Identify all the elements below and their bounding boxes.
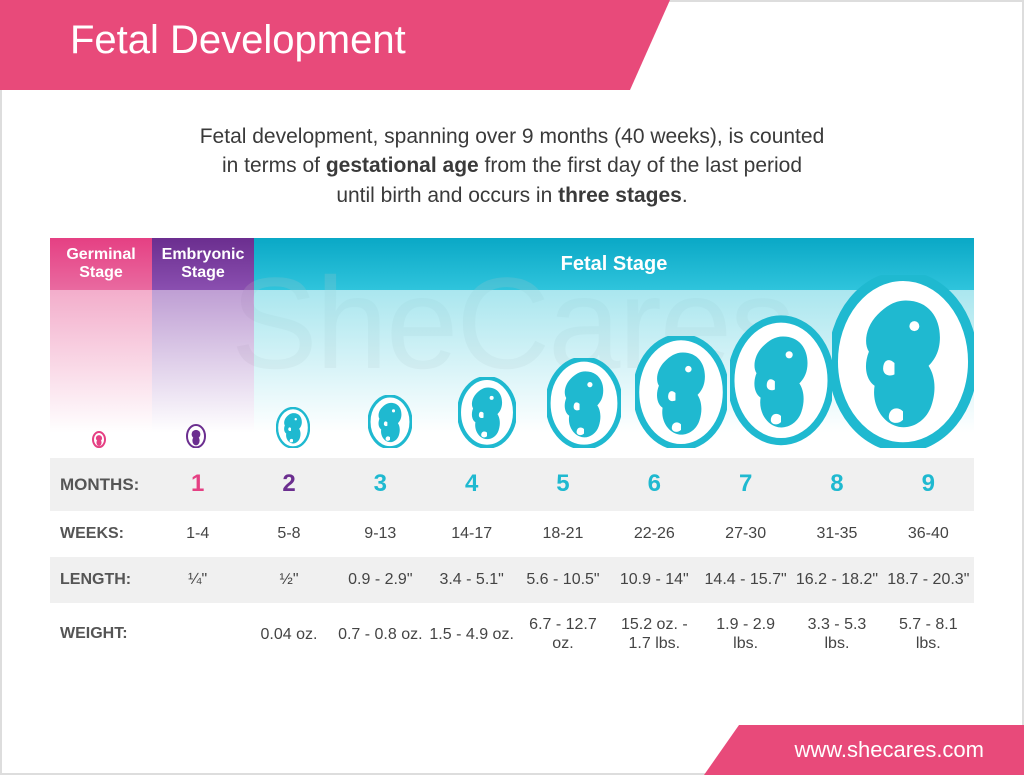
fetus-icon bbox=[832, 275, 974, 448]
length-cell: ½" bbox=[243, 558, 334, 601]
weeks-cell: 9-13 bbox=[335, 512, 426, 555]
length-cell: 3.4 - 5.1" bbox=[426, 558, 517, 601]
fetus-month-3 bbox=[244, 407, 341, 458]
weight-cell bbox=[152, 622, 243, 646]
weeks-cell: 5-8 bbox=[243, 512, 334, 555]
fetus-illustrations bbox=[50, 290, 974, 458]
fetus-icon bbox=[92, 431, 106, 448]
weight-cell: 3.3 - 5.3 lbs. bbox=[791, 603, 882, 665]
label-weight: WEIGHT: bbox=[50, 611, 152, 657]
length-cell: 10.9 - 14" bbox=[609, 558, 700, 601]
chart-area: SheCares Germinal Stage Embryonic Stage … bbox=[0, 238, 1024, 665]
fetus-icon bbox=[547, 358, 621, 448]
fetus-month-1 bbox=[50, 431, 147, 458]
length-cell: 5.6 - 10.5" bbox=[517, 558, 608, 601]
month-cell: 2 bbox=[243, 458, 334, 511]
month-cell: 8 bbox=[791, 458, 882, 511]
weight-cell: 5.7 - 8.1 lbs. bbox=[883, 603, 974, 665]
label-months: MONTHS: bbox=[50, 461, 152, 509]
weight-cell: 6.7 - 12.7 oz. bbox=[517, 603, 608, 665]
fetus-month-2 bbox=[147, 424, 244, 458]
fetus-month-6 bbox=[536, 358, 633, 458]
fetus-icon bbox=[368, 395, 412, 449]
data-table: MONTHS: 1 2 3 4 5 6 7 8 9 WEEKS: 1-4 5-8… bbox=[50, 458, 974, 665]
fetus-icon bbox=[730, 312, 832, 449]
weight-cell: 0.7 - 0.8 oz. bbox=[335, 613, 426, 656]
row-weight: WEIGHT: 0.04 oz. 0.7 - 0.8 oz. 1.5 - 4.9… bbox=[50, 603, 974, 665]
weight-cell: 15.2 oz. - 1.7 lbs. bbox=[609, 603, 700, 665]
month-cell: 1 bbox=[152, 458, 243, 511]
label-weeks: WEEKS: bbox=[50, 511, 152, 557]
page-title: Fetal Development bbox=[70, 18, 630, 63]
row-length: LENGTH: ¼" ½" 0.9 - 2.9" 3.4 - 5.1" 5.6 … bbox=[50, 557, 974, 603]
stage-embryonic: Embryonic Stage bbox=[152, 238, 254, 290]
length-cell: 16.2 - 18.2" bbox=[791, 558, 882, 601]
fetus-month-9 bbox=[832, 275, 974, 458]
weeks-cell: 27-30 bbox=[700, 512, 791, 555]
length-cell: 14.4 - 15.7" bbox=[700, 558, 791, 601]
weeks-cell: 1-4 bbox=[152, 512, 243, 555]
weeks-cell: 18-21 bbox=[517, 512, 608, 555]
fetus-icon bbox=[276, 407, 310, 448]
length-cell: 18.7 - 20.3" bbox=[883, 558, 974, 601]
month-cell: 7 bbox=[700, 458, 791, 511]
fetus-icon bbox=[186, 424, 206, 448]
fetus-month-4 bbox=[341, 395, 438, 459]
weeks-cell: 22-26 bbox=[609, 512, 700, 555]
intro-text: Fetal development, spanning over 9 month… bbox=[0, 90, 1024, 238]
row-months: MONTHS: 1 2 3 4 5 6 7 8 9 bbox=[50, 458, 974, 511]
weight-cell: 1.5 - 4.9 oz. bbox=[426, 613, 517, 656]
length-cell: ¼" bbox=[152, 558, 243, 601]
weight-cell: 1.9 - 2.9 lbs. bbox=[700, 603, 791, 665]
weeks-cell: 36-40 bbox=[883, 512, 974, 555]
weeks-cell: 14-17 bbox=[426, 512, 517, 555]
month-cell: 5 bbox=[517, 458, 608, 511]
length-cell: 0.9 - 2.9" bbox=[335, 558, 426, 601]
footer-url: www.shecares.com bbox=[739, 725, 1024, 775]
weight-cell: 0.04 oz. bbox=[243, 613, 334, 656]
month-cell: 3 bbox=[335, 458, 426, 511]
stage-germinal: Germinal Stage bbox=[50, 238, 152, 290]
month-cell: 9 bbox=[883, 458, 974, 511]
fetus-icon bbox=[635, 336, 727, 448]
label-length: LENGTH: bbox=[50, 557, 152, 603]
month-cell: 6 bbox=[609, 458, 700, 511]
fetus-month-7 bbox=[633, 336, 730, 458]
header-banner: Fetal Development bbox=[0, 0, 630, 90]
fetus-icon bbox=[458, 377, 516, 448]
fetus-month-5 bbox=[439, 377, 536, 458]
row-weeks: WEEKS: 1-4 5-8 9-13 14-17 18-21 22-26 27… bbox=[50, 511, 974, 557]
weeks-cell: 31-35 bbox=[791, 512, 882, 555]
month-cell: 4 bbox=[426, 458, 517, 511]
fetus-month-8 bbox=[730, 312, 832, 459]
